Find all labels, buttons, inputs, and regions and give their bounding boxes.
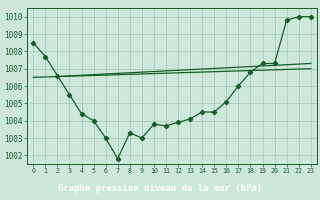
- Text: Graphe pression niveau de la mer (hPa): Graphe pression niveau de la mer (hPa): [58, 184, 262, 193]
